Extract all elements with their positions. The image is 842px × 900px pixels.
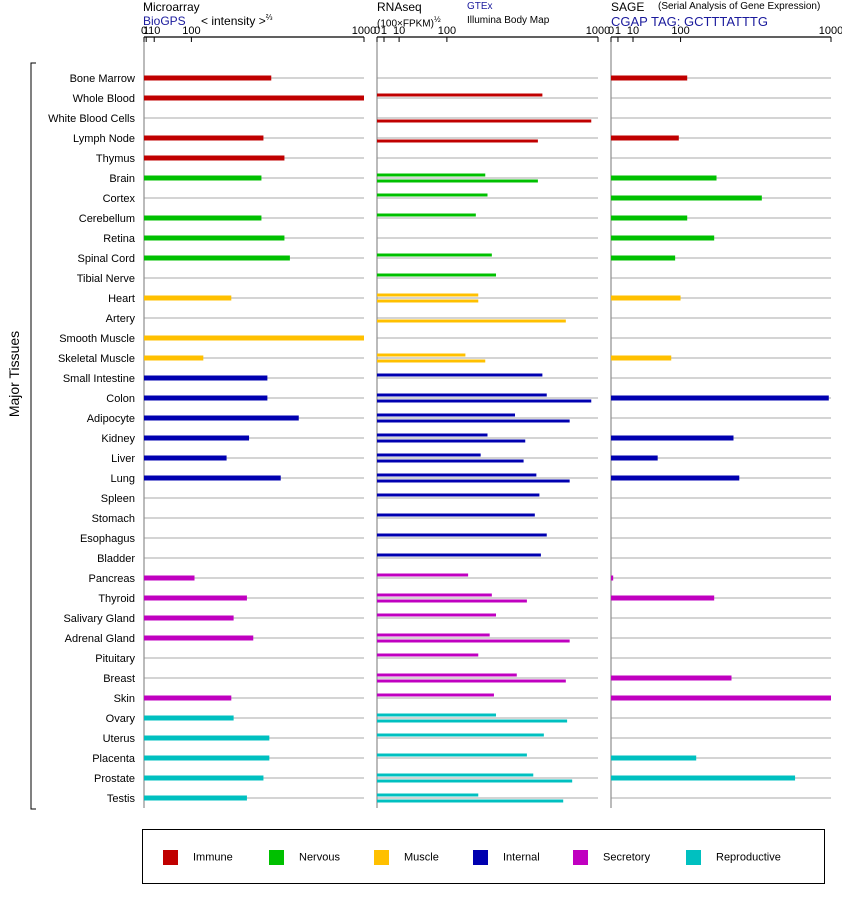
tissue-label: Artery (106, 313, 136, 325)
sage-tick-label: 0 (608, 25, 614, 37)
legend-label: Internal (503, 851, 540, 864)
tissue-label: Testis (107, 793, 136, 805)
rnaseq-title: RNAseq (377, 0, 422, 14)
legend-label: Immune (193, 851, 233, 864)
tissue-label: Heart (108, 293, 135, 305)
legend-item-immune: Immune (163, 850, 233, 865)
legend-label: Reproductive (716, 851, 781, 864)
microarray-tick-label: 100 (182, 25, 200, 37)
sage-tick-label: 10 (627, 25, 639, 37)
illumina-label: Illumina Body Map (467, 15, 550, 26)
microarray-tick-label: 10 (148, 25, 160, 37)
tissue-label: Cerebellum (79, 213, 135, 225)
tissue-label: Tibial Nerve (77, 273, 135, 285)
tissue-label: Esophagus (80, 533, 136, 545)
fpkm-exponent: ½ (433, 15, 441, 24)
tissue-label: Adipocyte (87, 413, 135, 425)
legend-label: Nervous (299, 851, 340, 864)
tissue-label: Bone Marrow (70, 73, 135, 85)
tissue-label: Breast (103, 673, 135, 685)
legend-swatch (374, 850, 389, 865)
sage-title: SAGE (611, 0, 645, 14)
tissue-label: Adrenal Gland (65, 633, 135, 645)
tissue-label: Pituitary (95, 653, 135, 665)
tissue-label: Small Intestine (63, 373, 135, 385)
fpkm-text: (100×FPKM) (377, 18, 434, 30)
tissue-label: Uterus (103, 733, 136, 745)
legend-item-muscle: Muscle (374, 850, 439, 865)
tissue-label: Cortex (103, 193, 136, 205)
tissue-label: Spinal Cord (78, 253, 135, 265)
intensity-exponent: ⅔ (265, 13, 273, 22)
tissue-label: Skeletal Muscle (58, 353, 135, 365)
legend-item-reproductive: Reproductive (686, 850, 781, 865)
legend-label: Muscle (404, 851, 439, 864)
intensity-label: < intensity >⅔ (201, 13, 272, 28)
tissue-label: Brain (109, 173, 135, 185)
major-tissues-label: Major Tissues (6, 331, 22, 417)
legend-label: Secretory (603, 851, 651, 864)
microarray-title: Microarray (143, 0, 200, 14)
major-tissues-bracket (30, 62, 36, 810)
tissue-label: Retina (103, 233, 136, 245)
tissue-label: Ovary (106, 713, 136, 725)
rnaseq-tick-label: 1 (381, 25, 387, 37)
intensity-text: < intensity > (201, 14, 266, 28)
sage-tick-label: 1 (615, 25, 621, 37)
legend-item-secretory: Secretory (573, 850, 650, 865)
legend-item-nervous: Nervous (269, 850, 340, 865)
legend-swatch (163, 850, 178, 865)
rnaseq-tick-label: 10 (393, 25, 405, 37)
legend-item-internal: Internal (473, 850, 540, 865)
microarray-tick-label: 0 (141, 25, 147, 37)
tissue-label: Kidney (101, 433, 135, 445)
rnaseq-tick-label: 0 (374, 25, 380, 37)
tissue-label: Pancreas (89, 573, 136, 585)
legend-swatch (686, 850, 701, 865)
microarray-tick-label: 1000 (352, 25, 376, 37)
tissue-label: White Blood Cells (48, 113, 135, 125)
gtex-link[interactable]: GTEx (467, 1, 493, 12)
cgap-tag: CGAP TAG: GCTTTATTTG (611, 14, 768, 29)
tissue-label: Skin (114, 693, 135, 705)
biogps-link[interactable]: BioGPS (143, 14, 186, 28)
tissue-label: Smooth Muscle (59, 333, 135, 345)
fpkm-label: (100×FPKM)½ (377, 15, 441, 29)
legend-swatch (573, 850, 588, 865)
legend-swatch (269, 850, 284, 865)
tissue-label: Lung (111, 473, 135, 485)
legend-swatch (473, 850, 488, 865)
tissue-label: Thymus (96, 153, 136, 165)
sage-tick-label: 100 (671, 25, 689, 37)
tissue-label: Lymph Node (73, 133, 135, 145)
rnaseq-tick-label: 1000 (586, 25, 610, 37)
tissue-label: Placenta (92, 753, 136, 765)
tissue-label: Thyroid (98, 593, 135, 605)
microarray-tick-label: 1 (143, 25, 149, 37)
sage-tick-label: 1000 (819, 25, 842, 37)
tissue-label: Colon (106, 393, 135, 405)
tissue-label: Spleen (101, 493, 135, 505)
tissue-label: Salivary Gland (63, 613, 135, 625)
tissue-label: Bladder (97, 553, 135, 565)
tissue-label: Prostate (94, 773, 135, 785)
tissue-label: Whole Blood (73, 93, 135, 105)
tissue-label: Liver (111, 453, 135, 465)
legend: Immune Nervous Muscle Internal Secretory Repr… (142, 829, 825, 884)
tissue-label: Stomach (92, 513, 135, 525)
sage-description: (Serial Analysis of Gene Expression) (658, 1, 821, 12)
rnaseq-tick-label: 100 (438, 25, 456, 37)
